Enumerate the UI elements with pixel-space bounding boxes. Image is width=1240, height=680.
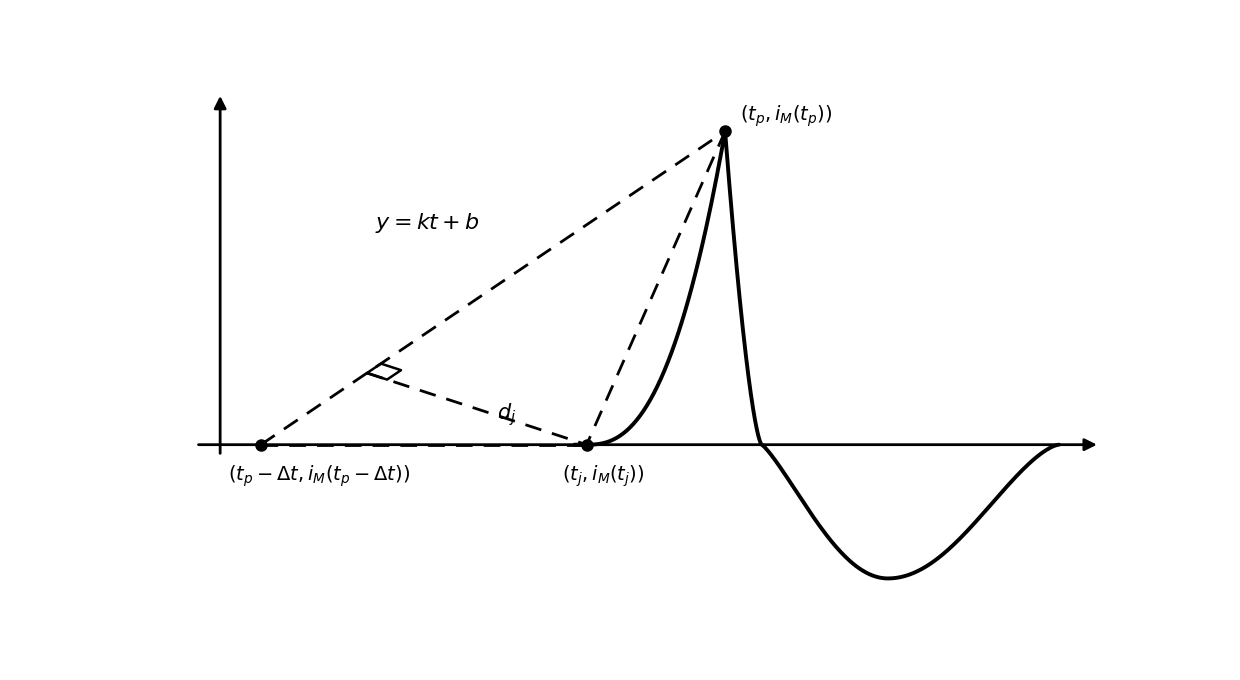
- Text: $d_j$: $d_j$: [497, 401, 517, 428]
- Text: $y = kt + b$: $y = kt + b$: [374, 211, 480, 235]
- Text: $(t_j, i_M(t_j))$: $(t_j, i_M(t_j))$: [562, 464, 645, 490]
- Text: $(t_p-\Delta t, i_M(t_p-\Delta t))$: $(t_p-\Delta t, i_M(t_p-\Delta t))$: [228, 464, 410, 490]
- Text: $(t_p, i_M(t_p))$: $(t_p, i_M(t_p))$: [740, 104, 832, 129]
